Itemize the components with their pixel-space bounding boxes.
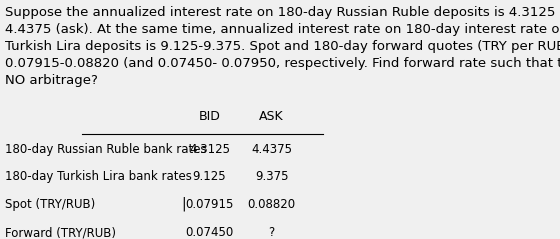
Text: Forward (TRY/RUB): Forward (TRY/RUB) (5, 226, 116, 239)
Text: BID: BID (199, 110, 221, 123)
Text: 9.125: 9.125 (193, 170, 226, 184)
Text: Suppose the annualized interest rate on 180-day Russian Ruble deposits is 4.3125: Suppose the annualized interest rate on … (5, 6, 560, 87)
Text: 9.375: 9.375 (255, 170, 288, 184)
Text: 0.08820: 0.08820 (248, 198, 296, 211)
Text: Spot (TRY/RUB): Spot (TRY/RUB) (5, 198, 95, 211)
Text: |: | (181, 197, 186, 211)
Text: ?: ? (268, 226, 275, 239)
Text: 0.07450: 0.07450 (185, 226, 234, 239)
Text: 0.07915: 0.07915 (185, 198, 234, 211)
Text: 180-day Turkish Lira bank rates: 180-day Turkish Lira bank rates (5, 170, 192, 184)
Text: 4.4375: 4.4375 (251, 143, 292, 156)
Text: 4.3125: 4.3125 (189, 143, 230, 156)
Text: 180-day Russian Ruble bank rates: 180-day Russian Ruble bank rates (5, 143, 207, 156)
Text: ASK: ASK (259, 110, 284, 123)
